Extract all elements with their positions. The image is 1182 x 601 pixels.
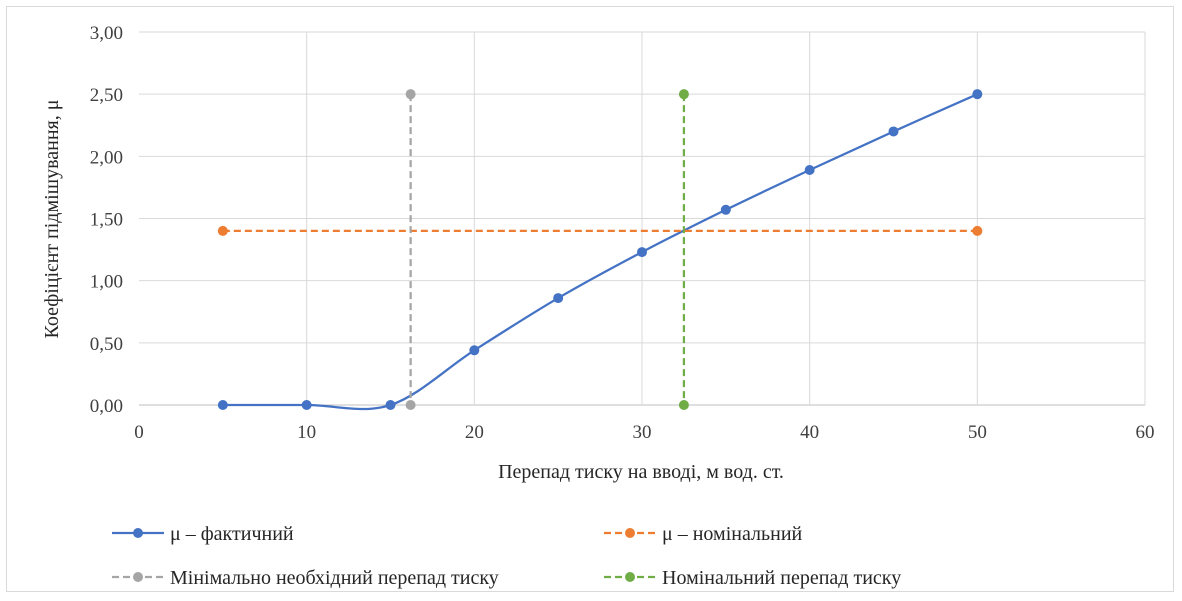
x-tick-label: 50 [968, 422, 987, 443]
legend-marker [133, 528, 143, 538]
legend-item: μ – номінальний [604, 523, 803, 545]
legend-label: Мінімально необхідний перепад тиску [170, 567, 499, 589]
series-0 [217, 89, 983, 411]
legend-label: μ – номінальний [662, 523, 803, 545]
legend-label: Номінальний перепад тиску [662, 567, 901, 589]
legend-marker [625, 572, 635, 582]
data-point [678, 89, 689, 100]
y-tick-label: 1,00 [90, 272, 123, 293]
data-point [217, 225, 228, 236]
data-point [972, 89, 983, 100]
series-3 [678, 89, 689, 410]
legend-item: μ – фактичний [112, 523, 294, 545]
series-1 [217, 225, 983, 236]
legend-label: μ – фактичний [170, 523, 294, 545]
x-tick-label: 40 [800, 422, 819, 443]
data-point [553, 293, 564, 304]
x-tick-label: 0 [134, 422, 144, 443]
x-tick-label: 20 [465, 422, 484, 443]
data-point [405, 89, 416, 100]
data-point [972, 225, 983, 236]
legend-marker [625, 528, 635, 538]
data-point [217, 400, 228, 410]
x-axis-title: Перепад тиску на вводі, м вод. ст. [498, 461, 784, 483]
x-tick-label: 30 [633, 422, 652, 443]
data-point [385, 400, 396, 410]
data-point [678, 400, 689, 410]
data-point [637, 247, 647, 258]
data-point [804, 165, 815, 176]
chart-frame [6, 6, 1174, 592]
x-tick-labels: 0 10 20 30 40 50 60 [134, 422, 1154, 443]
y-tick-label: 1,50 [90, 210, 123, 231]
series-2 [405, 89, 416, 410]
data-point [301, 400, 312, 410]
y-axis-title: Коефіцієнт підмішування, μ [41, 100, 63, 339]
x-tick-label: 10 [297, 422, 316, 443]
data-point [469, 345, 480, 356]
series-line [222, 93, 978, 411]
y-tick-labels: 0,00 0,50 1,00 1,50 2,00 2,50 3,00 [90, 23, 123, 417]
y-tick-label: 2,00 [90, 147, 123, 168]
legend: μ – фактичний μ – номінальний Мінімально н… [112, 523, 901, 589]
y-tick-label: 2,50 [90, 85, 123, 106]
x-tick-label: 60 [1136, 422, 1155, 443]
series-layer [217, 89, 983, 411]
legend-marker [133, 572, 143, 582]
y-tick-label: 0,50 [90, 334, 123, 355]
y-tick-label: 0,00 [90, 396, 123, 417]
legend-item: Номінальний перепад тиску [604, 567, 901, 589]
data-point [888, 126, 899, 137]
y-tick-label: 3,00 [90, 23, 123, 44]
data-point [720, 204, 731, 215]
legend-item: Мінімально необхідний перепад тиску [112, 567, 499, 589]
data-point [405, 400, 416, 410]
gridlines [139, 31, 1146, 406]
